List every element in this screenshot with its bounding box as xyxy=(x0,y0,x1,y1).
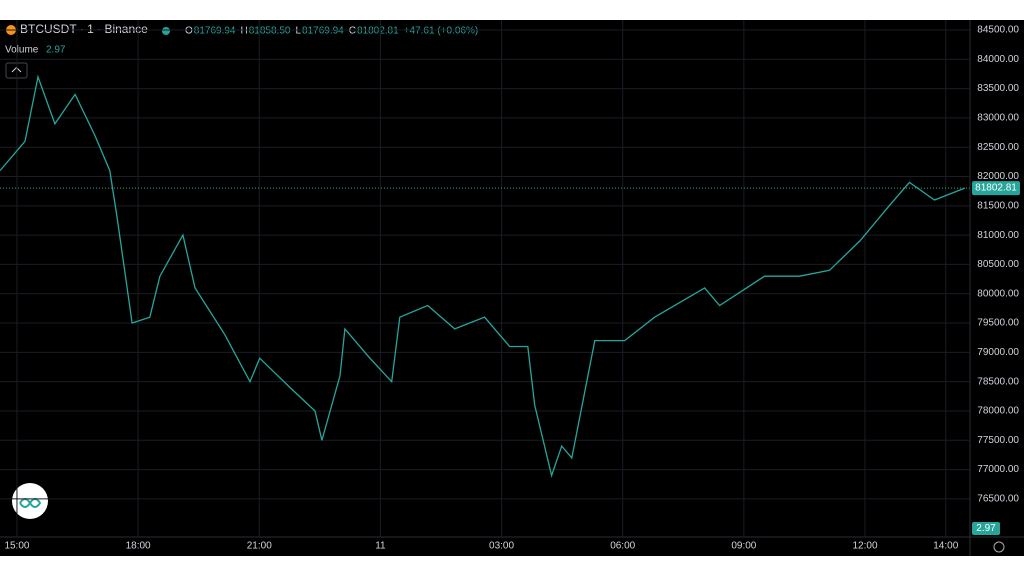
ohlc-value: 81769.94 xyxy=(302,26,344,37)
logo-icon xyxy=(19,498,42,508)
y-tick-label: 78000.00 xyxy=(977,406,1019,417)
ohlc-key: O xyxy=(185,26,193,37)
x-tick-label: 12:00 xyxy=(852,541,877,552)
y-tick-label: 77500.00 xyxy=(977,435,1019,446)
y-tick-label: 81000.00 xyxy=(977,230,1019,241)
price-change: +47.61 (+0.06%) xyxy=(404,26,479,37)
x-tick-label: 09:00 xyxy=(731,541,756,552)
last-price-label: 81802.81 xyxy=(975,183,1017,194)
x-tick-label: 11 xyxy=(375,541,386,552)
ohlc-value: 81858.50 xyxy=(249,26,291,37)
x-tick-label: 06:00 xyxy=(610,541,635,552)
y-tick-label: 79500.00 xyxy=(977,318,1019,329)
ohlc-legend: O 81769.94 H 81858.50 L 81769.94 C 81802.81 +47.… xyxy=(185,26,478,37)
price-line xyxy=(0,74,966,478)
y-tick-label: 82000.00 xyxy=(977,171,1019,182)
settings-button[interactable] xyxy=(993,541,1005,553)
y-tick-label: 80500.00 xyxy=(977,259,1019,270)
volume-tag-label: 2.97 xyxy=(976,523,996,534)
x-tick-label: 21:00 xyxy=(247,541,272,552)
y-tick-label: 81500.00 xyxy=(977,200,1019,211)
y-tick-label: 80000.00 xyxy=(977,288,1019,299)
y-tick-label: 84500.00 xyxy=(977,25,1019,36)
y-tick-label: 83000.00 xyxy=(977,113,1019,124)
ohlc-key: L xyxy=(295,26,301,37)
y-tick-label: 83500.00 xyxy=(977,83,1019,94)
volume-tag xyxy=(972,522,1000,535)
y-tick-label: 78500.00 xyxy=(977,376,1019,387)
y-tick-label: 84000.00 xyxy=(977,54,1019,65)
y-tick-label: 79000.00 xyxy=(977,347,1019,358)
y-tick-label: 82500.00 xyxy=(977,142,1019,153)
y-tick-label: 77000.00 xyxy=(977,464,1019,475)
volume-value: 2.97 xyxy=(46,45,66,56)
volume-label: Volume xyxy=(5,45,39,56)
chart-background xyxy=(0,20,1024,556)
x-tick-label: 15:00 xyxy=(4,541,29,552)
ohlc-value: 81769.94 xyxy=(194,26,236,37)
x-tick-label: 03:00 xyxy=(489,541,514,552)
logo-button[interactable] xyxy=(12,483,48,519)
ohlc-key: C xyxy=(349,26,356,37)
y-tick-label: 76500.00 xyxy=(977,494,1019,505)
x-tick-label: 18:00 xyxy=(126,541,151,552)
x-tick-label: 14:00 xyxy=(933,541,958,552)
last-price-tag xyxy=(972,181,1020,196)
ohlc-key: H xyxy=(241,26,248,37)
symbol-title[interactable]: BTCUSDT · 1 · Binance xyxy=(20,22,148,36)
market-status xyxy=(162,27,170,35)
ohlc-value: 81802.81 xyxy=(357,26,399,37)
